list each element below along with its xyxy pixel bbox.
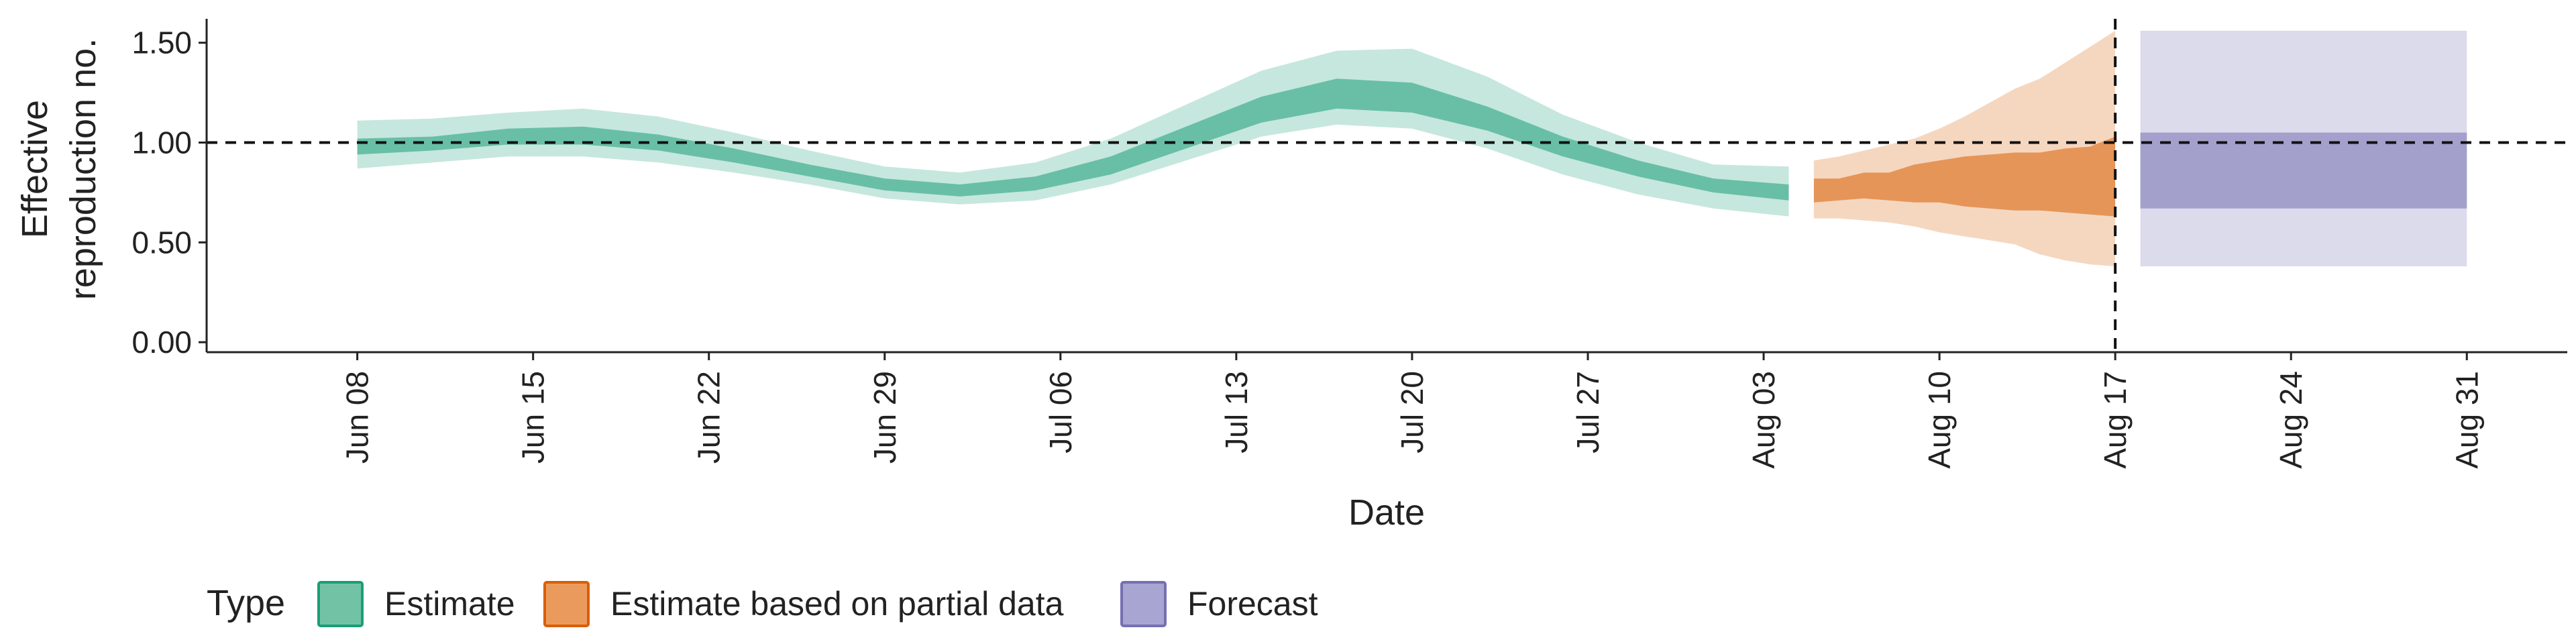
bands-layer <box>357 30 2467 267</box>
y-tick-label: 0.00 <box>131 325 192 360</box>
x-tick-label: Jul 27 <box>1570 371 1605 453</box>
legend-key-partial <box>543 581 590 627</box>
legend-key-forecast <box>1120 581 1167 627</box>
x-tick-label: Aug 24 <box>2273 371 2308 469</box>
x-tick-label: Jul 06 <box>1043 371 1078 453</box>
legend-key-estimate <box>317 581 364 627</box>
legend-title: Type <box>207 583 285 623</box>
x-axis-label: Date <box>1348 492 1425 533</box>
x-tick-label: Jun 29 <box>867 371 902 464</box>
x-tick-label: Aug 31 <box>2449 371 2484 469</box>
y-tick-label: 0.50 <box>131 225 192 260</box>
x-ticks: Jun 08 Jun 15 Jun 22 Jun 29 Jul 06 Jul 13 Jul … <box>340 352 2484 469</box>
x-tick-label: Aug 10 <box>1922 371 1957 469</box>
legend: Type Estimate Estimate based on partial … <box>207 581 1318 627</box>
x-tick-label: Jul 20 <box>1395 371 1430 453</box>
forecast-band-50 <box>2140 132 2467 209</box>
estimate-band-50 <box>357 78 1789 201</box>
y-ticks: 0.00 0.50 1.00 1.50 <box>131 25 207 360</box>
x-tick-label: Aug 17 <box>2098 371 2133 469</box>
x-tick-label: Jun 08 <box>340 371 375 464</box>
y-axis-label-line-2: reproduction no. <box>63 38 103 300</box>
legend-label-estimate: Estimate <box>384 585 515 623</box>
legend-label-forecast: Forecast <box>1187 585 1318 623</box>
y-tick-label: 1.00 <box>131 125 192 160</box>
x-tick-label: Jun 22 <box>692 371 727 464</box>
x-tick-label: Aug 03 <box>1746 371 1781 469</box>
y-tick-label: 1.50 <box>131 25 192 60</box>
partial-band-50 <box>1813 136 2116 217</box>
y-axis-label-line-1: Effective <box>15 100 55 238</box>
x-tick-label: Jul 13 <box>1219 371 1254 453</box>
axes <box>205 19 2567 354</box>
legend-label-partial: Estimate based on partial data <box>610 585 1064 623</box>
x-tick-label: Jun 15 <box>516 371 551 464</box>
